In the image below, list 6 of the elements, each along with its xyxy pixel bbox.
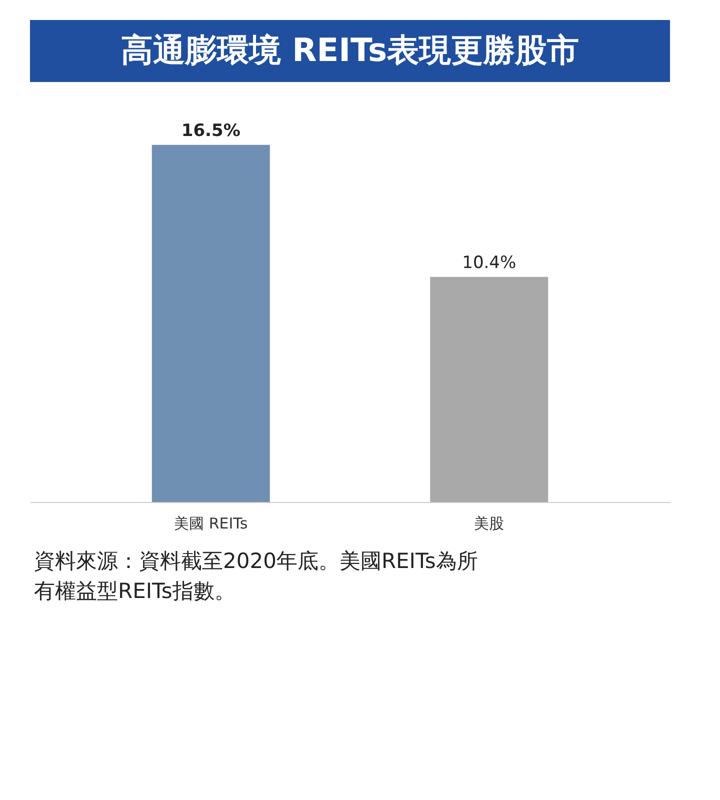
chart-title: 高通膨環境 REITs表現更勝股市 — [120, 31, 580, 69]
data-label: 16.5% — [181, 120, 240, 141]
source-note: 資料來源：資料截至2020年底。美國REITs為所有權益型REITs指數。 — [34, 549, 478, 603]
x-tick-label: 美國 REITs — [174, 514, 248, 532]
data-label: 10.4% — [462, 252, 516, 273]
x-tick-label: 美股 — [474, 514, 504, 532]
